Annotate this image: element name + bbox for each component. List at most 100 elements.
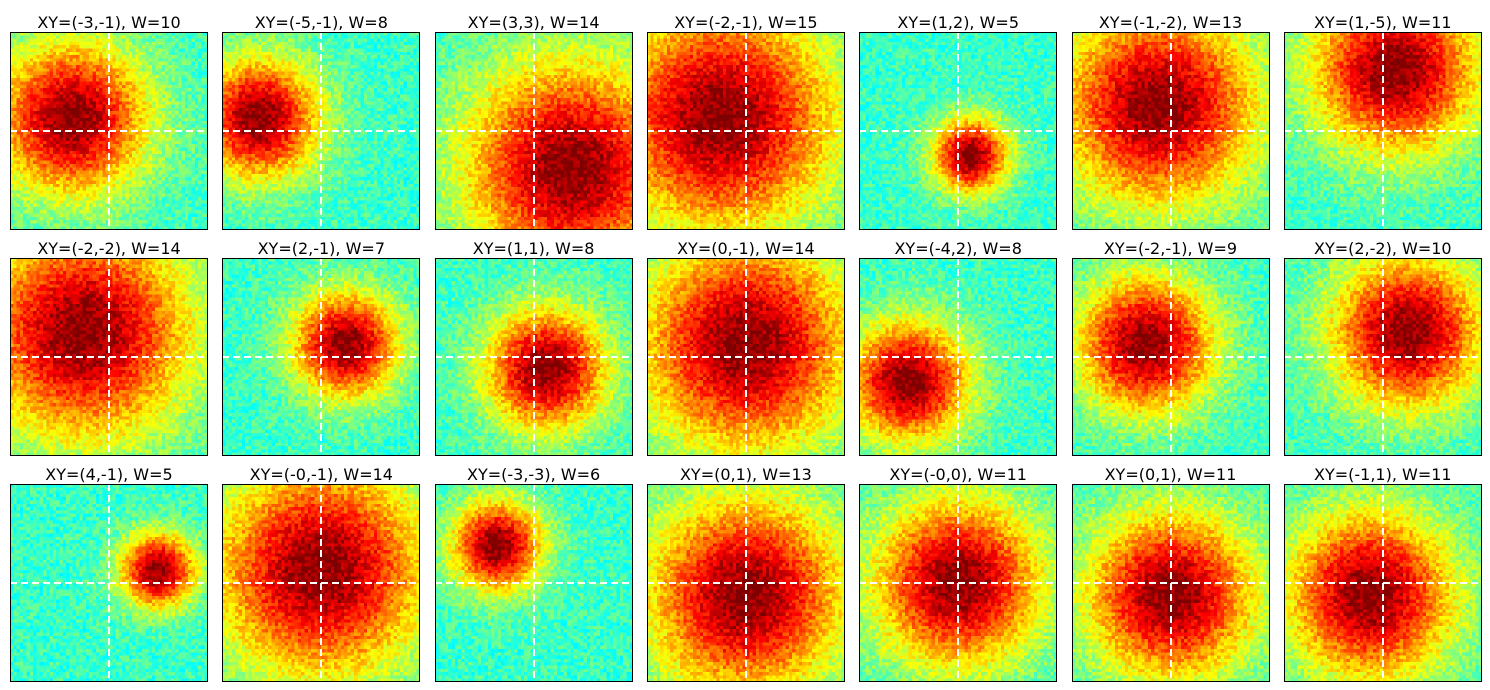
heatmap-cell	[201, 108, 205, 112]
heatmap-cell	[275, 101, 279, 105]
heatmap-cell	[192, 194, 196, 198]
heatmap-cell	[178, 115, 182, 119]
heatmap-cell	[40, 187, 44, 191]
heatmap-cell	[268, 68, 272, 72]
heatmap-cell	[172, 154, 176, 158]
heatmap-cell	[63, 204, 67, 208]
heatmap-cell	[112, 204, 116, 208]
heatmap-cell	[86, 161, 90, 165]
heatmap-cell	[30, 105, 34, 109]
heatmap-cell	[232, 85, 236, 89]
heatmap-cell	[135, 148, 139, 152]
heatmap-cell	[53, 39, 57, 43]
heatmap-cell	[308, 58, 312, 62]
heatmap-cell	[46, 181, 50, 185]
heatmap-cell	[364, 105, 368, 109]
heatmap-cell	[76, 35, 80, 39]
heatmap-cell	[142, 52, 146, 56]
heatmap-cell	[182, 167, 186, 171]
heatmap-cell	[46, 121, 50, 125]
heatmap-cell	[391, 68, 395, 72]
heatmap-cell	[341, 35, 345, 39]
heatmap-cell	[397, 75, 401, 79]
heatmap-cell	[178, 35, 182, 39]
heatmap-cell	[232, 65, 236, 69]
heatmap-cell	[135, 108, 139, 112]
heatmap-cell	[102, 91, 106, 95]
heatmap-cell	[175, 184, 179, 188]
heatmap-cell	[56, 75, 60, 79]
heatmap-cell	[66, 111, 70, 115]
heatmap-cell	[245, 75, 249, 79]
heatmap-cell	[394, 52, 398, 56]
heatmap-cell	[278, 82, 282, 86]
heatmap-cell	[76, 88, 80, 92]
heatmap-cell	[63, 72, 67, 76]
heatmap-cell	[201, 134, 205, 138]
heatmap-cell	[79, 62, 83, 66]
heatmap-cell	[232, 58, 236, 62]
heatmap-cell	[282, 85, 286, 89]
heatmap-cell	[73, 184, 77, 188]
heatmap-cell	[188, 115, 192, 119]
heatmap-cell	[135, 62, 139, 66]
heatmap-cell	[43, 82, 47, 86]
heatmap-cell	[195, 207, 199, 211]
heatmap-cell	[132, 75, 136, 79]
heatmap-cell	[172, 157, 176, 161]
heatmap-cell	[178, 98, 182, 102]
heatmap-cell	[149, 65, 153, 69]
heatmap-cell	[298, 95, 302, 99]
heatmap-cell	[195, 58, 199, 62]
heatmap-cell	[394, 75, 398, 79]
heatmap-cell	[162, 138, 166, 142]
heatmap-cell	[129, 148, 133, 152]
heatmap-cell	[404, 105, 408, 109]
heatmap-cell	[201, 105, 205, 109]
heatmap-cell	[149, 181, 153, 185]
heatmap-cell	[33, 164, 37, 168]
heatmap-cell	[66, 55, 70, 59]
heatmap-cell	[99, 115, 103, 119]
heatmap-cell	[245, 91, 249, 95]
heatmap-cell	[83, 72, 87, 76]
heatmap-cell	[40, 75, 44, 79]
heatmap-cell	[23, 35, 27, 39]
heatmap-cell	[13, 101, 17, 105]
heatmap-cell	[112, 39, 116, 43]
heatmap-cell	[122, 88, 126, 92]
heatmap-cell	[40, 78, 44, 82]
heatmap-cell	[102, 62, 106, 66]
heatmap-cell	[198, 197, 202, 201]
heatmap-cell	[27, 220, 31, 224]
heatmap-cell	[384, 65, 388, 69]
heatmap-cell	[126, 194, 130, 198]
heatmap-cell	[162, 72, 166, 76]
heatmap-cell	[76, 42, 80, 46]
heatmap-cell	[232, 82, 236, 86]
heatmap-cell	[60, 108, 64, 112]
heatmap-cell	[119, 134, 123, 138]
heatmap-cell	[185, 134, 189, 138]
heatmap-cell	[188, 177, 192, 181]
heatmap-cell	[129, 151, 133, 155]
heatmap-cell	[93, 181, 97, 185]
heatmap-cell	[168, 167, 172, 171]
heatmap-cell	[76, 190, 80, 194]
heatmap-cell	[162, 148, 166, 152]
heatmap-cell	[132, 35, 136, 39]
heatmap-cell	[56, 55, 60, 59]
heatmap-cell	[192, 91, 196, 95]
heatmap-cell	[185, 167, 189, 171]
heatmap-cell	[245, 85, 249, 89]
heatmap-cell	[311, 68, 315, 72]
heatmap-cell	[116, 58, 120, 62]
heatmap-cell	[377, 105, 381, 109]
heatmap-cell	[198, 134, 202, 138]
heatmap-cell	[27, 35, 31, 39]
heatmap-cell	[159, 187, 163, 191]
heatmap-cell	[30, 39, 34, 43]
heatmap-cell	[278, 39, 282, 43]
heatmap-cell	[272, 82, 276, 86]
heatmap-cell	[43, 217, 47, 221]
